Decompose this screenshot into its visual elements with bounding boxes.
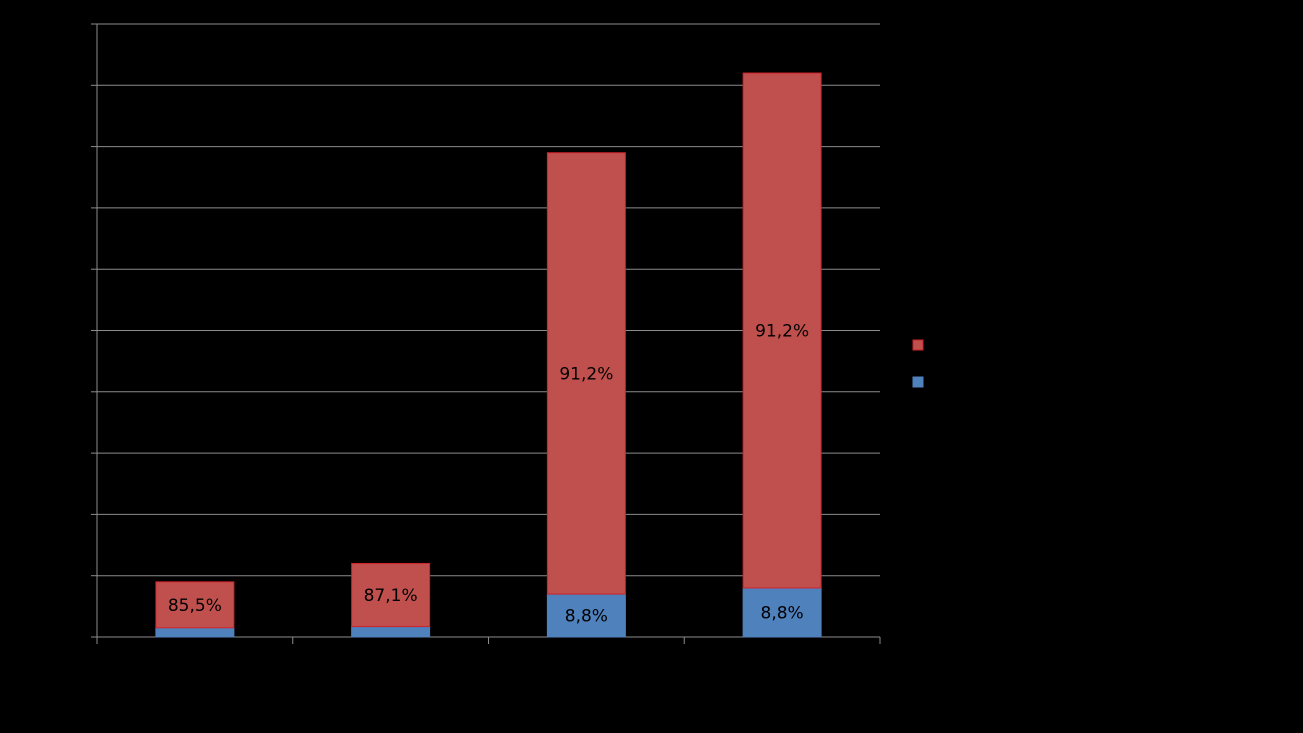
data-label: 91,2% <box>559 364 613 384</box>
data-label: 85,5% <box>168 596 222 616</box>
bar-segment <box>351 562 431 628</box>
bars <box>155 72 822 638</box>
data-labels: 85,5% 87,1% 8,8% 91,2% 8,8% 91,2% <box>168 322 809 627</box>
bar-segment <box>155 581 235 629</box>
bar-segment <box>742 72 822 589</box>
bar-segment <box>155 627 235 638</box>
bar-segment <box>546 593 626 638</box>
legend-marker <box>912 376 924 388</box>
data-label: 8,8% <box>565 607 608 627</box>
gridlines <box>97 23 880 577</box>
data-label: 91,2% <box>755 322 809 342</box>
bar-segment <box>742 587 822 638</box>
data-label: 8,8% <box>761 603 804 623</box>
legend <box>912 339 924 388</box>
data-label: 87,1% <box>364 586 418 606</box>
bar-segment <box>351 626 431 638</box>
legend-marker <box>912 339 924 351</box>
bar-segment <box>546 152 626 595</box>
